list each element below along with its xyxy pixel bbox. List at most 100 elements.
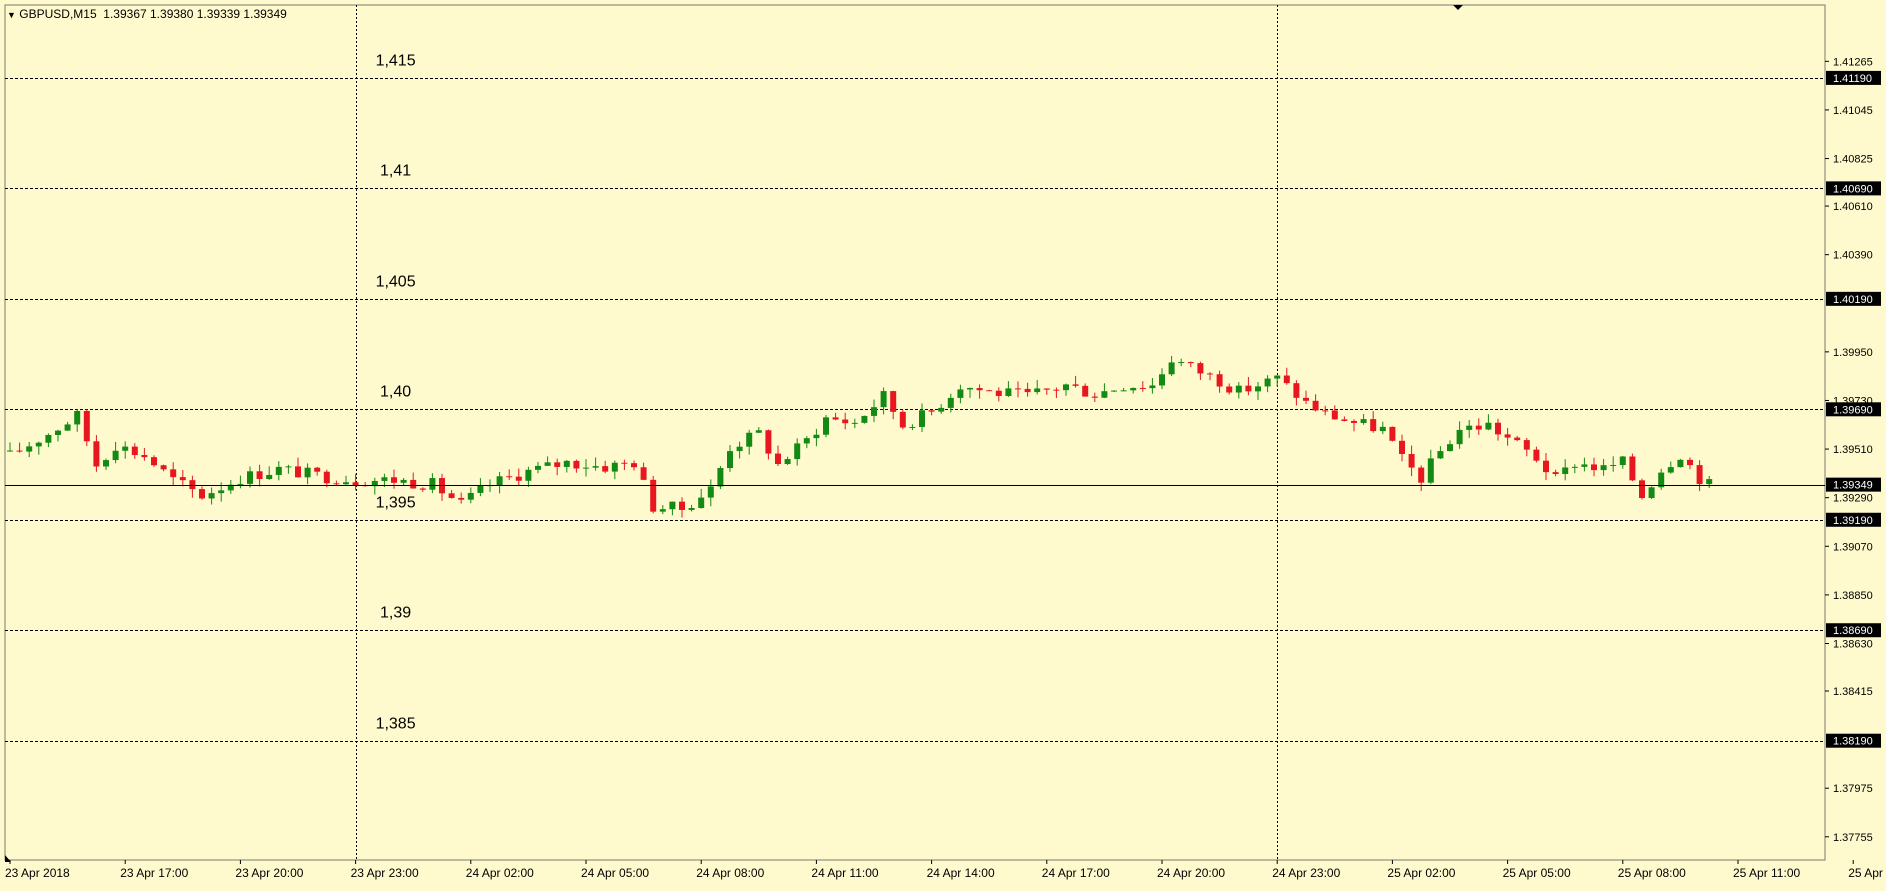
time-tick-label: 24 Apr 14:00 xyxy=(927,866,995,880)
level-price-badge-bg xyxy=(1826,181,1881,196)
level-price-badge-bg xyxy=(1826,512,1881,527)
candle-body xyxy=(1178,362,1185,364)
candle-body xyxy=(1389,426,1396,441)
candle-body xyxy=(218,490,225,494)
candle-body xyxy=(967,387,973,390)
candle-body xyxy=(1514,437,1521,441)
candle-body xyxy=(477,485,484,493)
candle-body xyxy=(1466,425,1473,430)
price-tick-label: 1.39070 xyxy=(1833,541,1873,553)
time-tick-label: 24 Apr 11:00 xyxy=(811,866,878,880)
candle-body xyxy=(1072,384,1079,386)
candle-body xyxy=(1437,451,1444,459)
candle-body xyxy=(563,460,570,467)
candle-body xyxy=(688,507,695,510)
candle-body xyxy=(199,489,205,499)
candle-body xyxy=(1427,458,1434,483)
time-tick-label: 25 Apr 11:00 xyxy=(1733,866,1800,880)
candle-body xyxy=(736,446,743,452)
candle-body xyxy=(880,391,887,408)
candle-body xyxy=(1245,385,1252,392)
candle-body xyxy=(1619,456,1626,466)
candle-body xyxy=(1226,386,1233,393)
candle-body xyxy=(1591,464,1597,471)
candle-body xyxy=(1533,449,1540,461)
time-tick-label: 24 Apr 08:00 xyxy=(696,866,764,880)
time-tick-label: 24 Apr 23:00 xyxy=(1272,866,1340,880)
candle-body xyxy=(1312,400,1319,411)
candle-body xyxy=(103,460,109,467)
candle-body xyxy=(823,417,829,435)
candle-body xyxy=(1504,434,1511,438)
candle-body xyxy=(1562,467,1569,475)
candle-body xyxy=(842,419,849,424)
candle-body xyxy=(1475,425,1482,430)
candle-body xyxy=(717,468,724,487)
candle-body xyxy=(429,478,436,490)
candle-body xyxy=(1043,388,1050,390)
candle-body xyxy=(919,410,925,427)
candle-body xyxy=(1571,466,1578,468)
candle-body xyxy=(448,493,455,498)
candle-body xyxy=(592,466,599,468)
candle-body xyxy=(1303,397,1309,401)
symbol-label: GBPUSD,M15 xyxy=(19,7,97,21)
level-text-label: 1,40 xyxy=(380,384,411,401)
level-price-badge-bg xyxy=(1826,402,1881,417)
candle-body xyxy=(976,387,983,391)
candle-body xyxy=(45,434,52,443)
candle-body xyxy=(7,450,13,452)
candle-body xyxy=(227,484,234,491)
candle-body xyxy=(1706,479,1713,485)
candle-body xyxy=(323,471,330,484)
price-tick-label: 1.38415 xyxy=(1833,686,1873,698)
time-tick-label: 25 Apr 05:00 xyxy=(1503,866,1571,880)
price-tick-label: 1.39950 xyxy=(1833,347,1873,359)
candle-body xyxy=(871,407,877,416)
candle-body xyxy=(995,390,1002,396)
candle-body xyxy=(1447,444,1453,452)
time-tick-label: 23 Apr 23:00 xyxy=(351,866,419,880)
level-text-label: 1,405 xyxy=(376,274,416,291)
candle-body xyxy=(1523,440,1530,450)
candle-body xyxy=(1130,387,1137,391)
level-price-badge-bg xyxy=(1826,70,1881,85)
level-price-badge: 1.40690 xyxy=(1833,183,1873,195)
candle-body xyxy=(208,493,215,499)
candle-body xyxy=(1360,419,1367,423)
candle-body xyxy=(1063,384,1069,391)
candle-body xyxy=(1149,385,1156,389)
candle-body xyxy=(909,426,916,428)
candle-body xyxy=(1187,362,1194,364)
candle-body xyxy=(1639,480,1645,498)
candle-body xyxy=(765,430,772,454)
level-price-badge-bg xyxy=(1826,733,1881,748)
candle-body xyxy=(275,466,282,475)
candle-body xyxy=(1322,410,1329,412)
candle-body xyxy=(573,460,580,469)
candle-body xyxy=(1101,391,1108,398)
candle-body xyxy=(112,450,119,461)
level-price-badge: 1.39690 xyxy=(1833,404,1873,416)
candle-body xyxy=(16,450,23,452)
candle-body xyxy=(1629,456,1636,481)
candle-body xyxy=(784,459,791,465)
candle-body xyxy=(698,497,705,508)
plot-area xyxy=(4,4,1826,861)
collapse-triangle-icon[interactable]: ▼ xyxy=(7,10,16,20)
candle-body xyxy=(496,476,503,486)
candle-body xyxy=(775,453,781,465)
chart-header: ▼ GBPUSD,M15 1.39367 1.39380 1.39339 1.3… xyxy=(7,7,287,21)
candle-body xyxy=(131,446,138,455)
candle-body xyxy=(544,462,551,466)
ohlc-values: 1.39367 1.39380 1.39339 1.39349 xyxy=(103,7,287,21)
candle-body xyxy=(631,463,637,468)
candle-body xyxy=(93,441,100,467)
candle-body xyxy=(314,467,321,472)
candle-body xyxy=(1111,390,1117,392)
level-text-label: 1,41 xyxy=(380,163,411,180)
candle-body xyxy=(1159,374,1165,386)
candle-body xyxy=(1091,396,1098,398)
